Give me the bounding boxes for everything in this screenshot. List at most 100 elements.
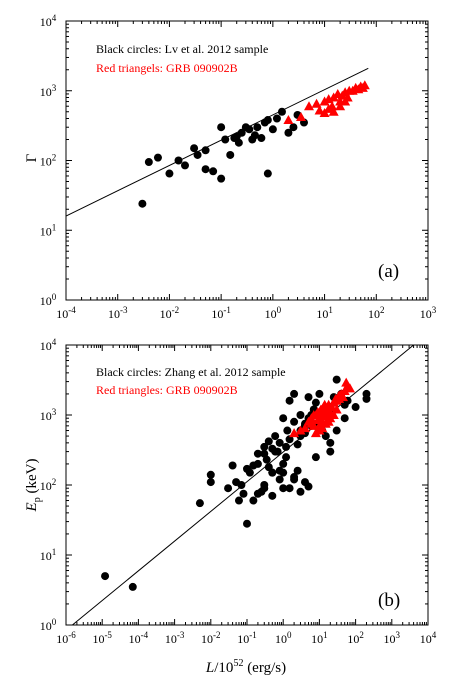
panel-b-circle-point (224, 484, 233, 493)
panel-b-ylabel-sub: p (32, 497, 43, 502)
panel-b-circle-point (290, 475, 299, 484)
panel-a-y-tick-label: 100 (40, 292, 57, 308)
panel-a-fit-line (65, 67, 369, 217)
panel-b-x-tick-label: 101 (311, 630, 328, 646)
panel-b-circle-point (271, 447, 280, 456)
panel-b-y-tick-label: 103 (40, 407, 57, 423)
panel-b-circle-point (282, 442, 291, 451)
panel-a-x-tick-label: 10-4 (56, 305, 76, 321)
panel-a-circle-point (153, 153, 162, 162)
panel-b-circle-point (253, 489, 262, 498)
panel-b-label: (b) (378, 590, 400, 611)
panel-b-triangle-point (312, 414, 323, 424)
panel-a-x-tick-label: 103 (420, 305, 437, 321)
panel-a-triangle-point (340, 96, 351, 106)
panel-a-circle-point (201, 146, 210, 155)
panel-b-y-tick-label: 102 (40, 477, 57, 493)
panel-b-triangle-point (308, 410, 319, 419)
panel-b-circle-point (195, 499, 204, 508)
panel-b-triangle-point (331, 404, 342, 414)
panel-b-circle-point (362, 394, 371, 403)
panel-a-triangle-point (323, 103, 334, 113)
panel-b-triangle-point (344, 383, 355, 393)
panel-a-circle-point (193, 150, 202, 159)
panel-b-triangle-point (334, 393, 345, 403)
panel-b-x-tick-label: 100 (275, 630, 292, 646)
panel-a-circle-point (284, 128, 293, 137)
panel-b-triangle-point (289, 428, 300, 438)
panel-b-triangle-point (319, 399, 330, 409)
panel-a-circle-point (221, 135, 230, 144)
panel-b-legend-red: Red triangles: GRB 090902B (96, 383, 238, 397)
panel-b-triangle-point (322, 405, 333, 415)
panel-b-circle-point (283, 426, 292, 435)
panel-a-y-tick-label: 102 (40, 153, 57, 169)
panel-b-circle-point (315, 389, 324, 398)
panel-b-circle-point (279, 484, 288, 493)
panel-a-x-tick-label: 102 (368, 305, 385, 321)
panel-b-circle-point (268, 468, 277, 477)
panel-b-circle-point (311, 398, 320, 407)
panel-b-circle-point (296, 411, 305, 419)
panel-b-ylabel-unit: (keV) (24, 459, 40, 498)
panel-a-circle-point (217, 123, 226, 132)
panel-b-triangle-point (341, 377, 352, 387)
panel-b-circle-point (260, 449, 269, 458)
panel-b-x-tick-label: 10-2 (201, 630, 221, 646)
panel-a-x-tick-label: 10-3 (108, 305, 128, 321)
panel-b-circle-point (293, 466, 302, 475)
x-axis-label-unit: (erg/s) (243, 660, 286, 676)
panel-b-x-tick-label: 10-5 (92, 630, 112, 646)
panel-b-circle-point (253, 459, 262, 468)
panel-a-triangle-point (319, 96, 330, 106)
panel-a-circle-point (263, 116, 272, 125)
panel-b-x-tick-label: 10-3 (165, 630, 185, 646)
panel-a-y-tick-label: 103 (40, 83, 57, 99)
panel-b-x-tick-label: 10-1 (237, 630, 257, 646)
panel-a: 10-4 10-3 10-2 10-1 100 101 102 103 100 101 102 103… (24, 13, 437, 321)
x-axis-label-main: L (205, 660, 214, 676)
panel-b-y-tick-label: 100 (40, 617, 57, 633)
panel-b-x-tick-label: 102 (347, 630, 364, 646)
panel-a-circle-point (144, 158, 153, 167)
panel-a-ticks: 10-4 10-3 10-2 10-1 100 101 102 103 100 101 102 103… (40, 13, 437, 321)
panel-a-circle-point (263, 169, 272, 178)
panel-a-circle-point (226, 150, 235, 159)
panel-b-circle-point (228, 461, 237, 470)
panel-b-legend-black: Black circles: Zhang et al. 2012 sample (96, 365, 286, 379)
panel-b-circle-point (275, 475, 284, 484)
panel-a-circle-point (277, 107, 286, 116)
x-axis-label-tail: /10 (214, 660, 233, 676)
panel-a-triangle-point (359, 80, 370, 90)
panel-b-circle-point (326, 438, 335, 447)
panel-b-circle-point (253, 449, 262, 458)
panel-a-circle-point (253, 123, 262, 132)
panel-b-circle-point (249, 496, 258, 505)
panel-a-circle-point (180, 161, 189, 170)
panel-b-circle-point (296, 487, 305, 496)
panel-b-circle-point (282, 453, 291, 462)
panel-a-circle-point (165, 169, 174, 178)
panel-b-circle-point (245, 468, 254, 477)
panel-a-triangle-point (304, 101, 315, 111)
panel-b-circle-point (279, 468, 288, 477)
panel-b-triangle-point (339, 386, 350, 396)
panel-a-x-tick-label: 100 (265, 305, 282, 321)
panel-b-circle-point (271, 432, 280, 441)
x-axis-label: L/1052 (erg/s) (205, 658, 286, 676)
panel-b-circle-point (293, 440, 302, 449)
panel-a-circle-point (174, 156, 183, 165)
panel-b-circle-point (243, 519, 251, 528)
panel-b-circle-point (264, 437, 273, 446)
panel-b-circle-point (101, 572, 110, 581)
panel-b-circle-point (285, 484, 294, 493)
panel-b-circle-point (260, 484, 269, 493)
panel-b-circle-point (260, 442, 269, 451)
panel-a-triangle-point (335, 101, 346, 111)
panel-b-ylabel-main: E (24, 502, 40, 512)
panel-b-circle-point (340, 414, 349, 423)
panel-a-circle-point (245, 125, 254, 134)
panel-a-circle-point (209, 167, 218, 176)
panel-b-circle-point (304, 482, 313, 491)
